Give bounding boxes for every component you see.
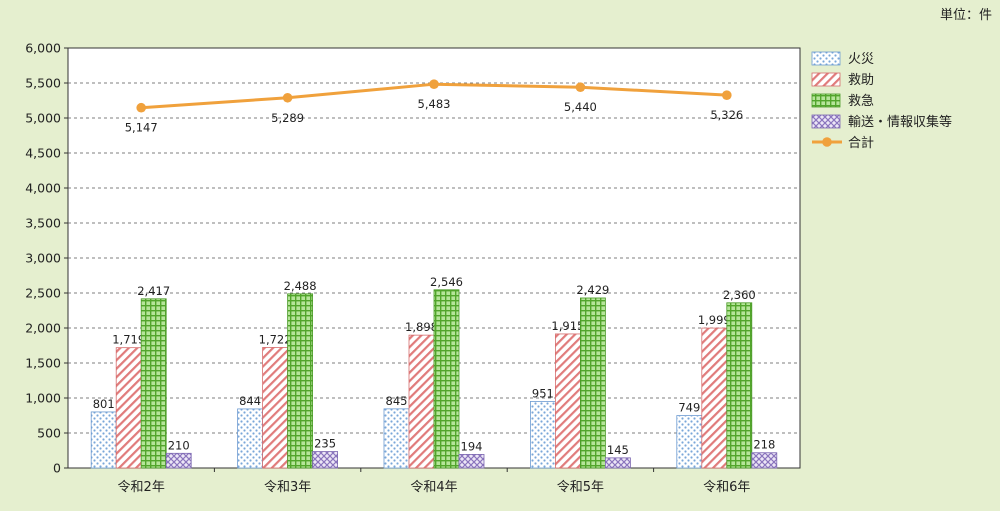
bar-data-label: 2,417 [137, 284, 170, 298]
bar [312, 451, 339, 469]
bar [115, 347, 142, 469]
total-data-label: 5,326 [710, 108, 743, 122]
bar [287, 293, 314, 469]
legend-label: 救急 [848, 93, 874, 109]
bar-data-label: 1,722 [259, 332, 292, 346]
x-tick-label: 令和6年 [703, 480, 750, 495]
total-point [722, 90, 732, 100]
bar [555, 333, 581, 469]
unit-label: 単位：件 [939, 8, 992, 23]
y-tick-label: 4,500 [25, 146, 61, 161]
total-data-label: 5,483 [418, 97, 451, 111]
legend-label: 輸送・情報収集等 [848, 114, 952, 130]
x-tick-label: 令和3年 [264, 480, 311, 495]
bar [90, 411, 117, 469]
bar [140, 298, 167, 469]
bar [726, 302, 753, 469]
bar [262, 347, 289, 469]
bar-data-label: 210 [168, 438, 190, 452]
bar [408, 334, 435, 469]
y-tick-label: 4,000 [25, 181, 61, 196]
y-tick-label: 3,500 [25, 216, 61, 231]
total-point [282, 92, 293, 103]
bar [751, 452, 778, 469]
total-point [575, 82, 586, 92]
total-data-label: 5,289 [271, 111, 304, 125]
bar [701, 327, 728, 469]
bar-data-label: 951 [532, 386, 554, 400]
bar-data-label: 844 [239, 394, 261, 408]
bar-data-label: 1,915 [551, 319, 584, 333]
bar-data-label: 1,719 [112, 333, 145, 347]
legend-label: 救助 [848, 72, 874, 88]
legend-swatch [811, 72, 841, 87]
total-point [136, 102, 146, 113]
bar [433, 289, 460, 469]
x-tick-label: 令和4年 [410, 480, 457, 495]
bar-data-label: 749 [678, 401, 700, 415]
bar-data-label: 235 [314, 437, 336, 451]
bar-data-label: 2,429 [576, 283, 609, 297]
y-tick-label: 1,000 [25, 391, 61, 406]
bar-data-label: 2,488 [284, 279, 317, 293]
y-tick-label: 5,000 [25, 111, 61, 126]
total-data-label: 5,147 [125, 121, 158, 135]
y-tick-label: 3,000 [25, 251, 61, 266]
legend-swatch [811, 114, 841, 129]
bar [605, 457, 631, 469]
legend-swatch [811, 93, 841, 108]
y-tick-label: 6,000 [25, 41, 61, 56]
bar-data-label: 194 [461, 439, 483, 453]
y-tick-label: 500 [37, 426, 61, 441]
bar-data-label: 1,999 [698, 313, 731, 327]
legend-marker [822, 137, 832, 147]
y-tick-label: 0 [53, 461, 61, 476]
bar [237, 408, 264, 469]
bar-data-label: 218 [753, 438, 775, 452]
bar-data-label: 2,546 [430, 275, 463, 289]
x-tick-label: 令和5年 [557, 480, 604, 495]
y-tick-label: 2,000 [25, 321, 61, 336]
legend-swatch [811, 51, 841, 66]
bar-data-label: 1,898 [405, 320, 438, 334]
bar-data-label: 145 [607, 443, 629, 457]
total-data-label: 5,440 [564, 100, 597, 114]
bar [676, 415, 703, 469]
bar [580, 297, 606, 469]
y-tick-label: 1,500 [25, 356, 61, 371]
bar-data-label: 801 [93, 397, 115, 411]
legend-label: 火災 [848, 52, 874, 67]
bar-data-label: 2,360 [723, 288, 756, 302]
total-point [429, 79, 439, 89]
y-tick-label: 2,500 [25, 286, 61, 301]
y-tick-label: 5,500 [25, 76, 61, 91]
bar-data-label: 845 [386, 394, 408, 408]
legend-label: 合計 [848, 135, 874, 151]
bar [165, 452, 192, 469]
x-tick-label: 令和2年 [118, 480, 165, 495]
bar [530, 401, 556, 469]
bar [383, 408, 410, 469]
bar [458, 454, 485, 469]
